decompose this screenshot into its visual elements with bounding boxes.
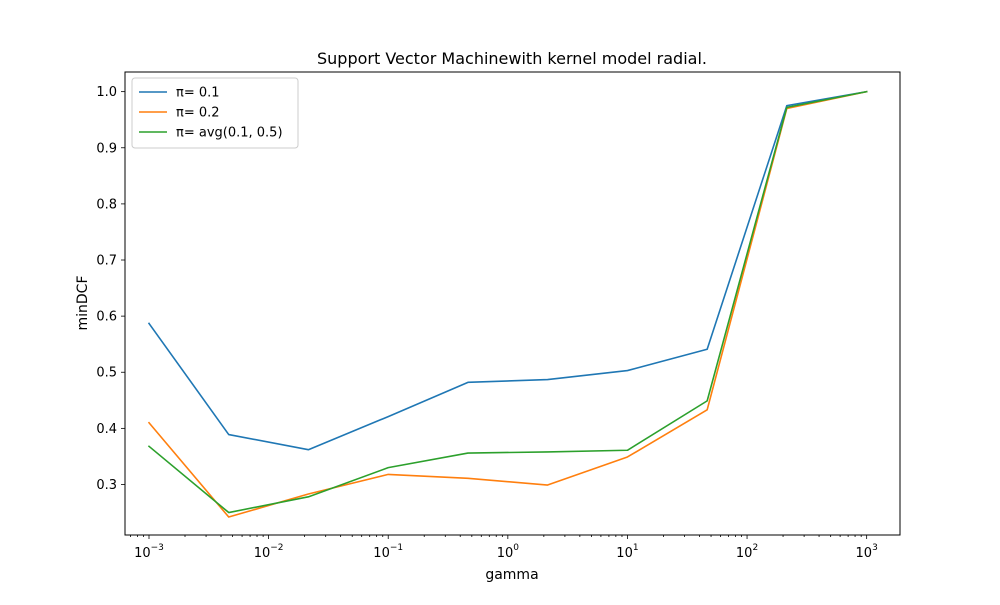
y-tick-label: 0.7 (96, 254, 117, 269)
series-line-2 (147, 90, 868, 518)
x-tick-label: 10−1 (373, 543, 403, 561)
y-tick-label: 0.8 (96, 197, 117, 212)
x-tick-label: 102 (736, 543, 758, 561)
y-tick-label: 0.5 (96, 366, 117, 381)
chart-title: Support Vector Machinewith kernel model … (317, 49, 707, 68)
series-line-3 (147, 90, 868, 514)
series-line-1 (147, 90, 868, 451)
y-axis-label: minDCF (75, 275, 91, 330)
x-tick-label: 103 (856, 543, 878, 561)
legend-box (131, 77, 299, 149)
y-axis: 0.3 0.4 0.5 0.6 0.7 0.8 0.9 1.0 (96, 85, 125, 493)
y-tick-label: 0.4 (96, 422, 117, 437)
x-tick-label: 100 (497, 543, 520, 561)
y-tick-label: 0.6 (96, 310, 117, 325)
plot-frame (124, 71, 901, 536)
legend-label-3: π= avg(0.1, 0.5) (176, 126, 283, 141)
x-tick-label: 10−2 (254, 543, 284, 561)
x-axis-label: gamma (485, 567, 538, 583)
legend: π= 0.1 π= 0.2 π= avg(0.1, 0.5) (131, 77, 299, 149)
legend-label-2: π= 0.2 (176, 106, 220, 121)
y-tick-label: 1.0 (96, 85, 117, 100)
y-tick-label: 0.9 (96, 141, 117, 156)
x-axis: 10−3 10−2 10−1 100 101 102 103 (130, 535, 878, 561)
x-tick-label: 101 (616, 543, 638, 561)
x-tick-label: 10−3 (134, 543, 164, 561)
series-layer (147, 90, 868, 518)
y-tick-label: 0.3 (96, 478, 117, 493)
legend-label-1: π= 0.1 (176, 86, 220, 101)
